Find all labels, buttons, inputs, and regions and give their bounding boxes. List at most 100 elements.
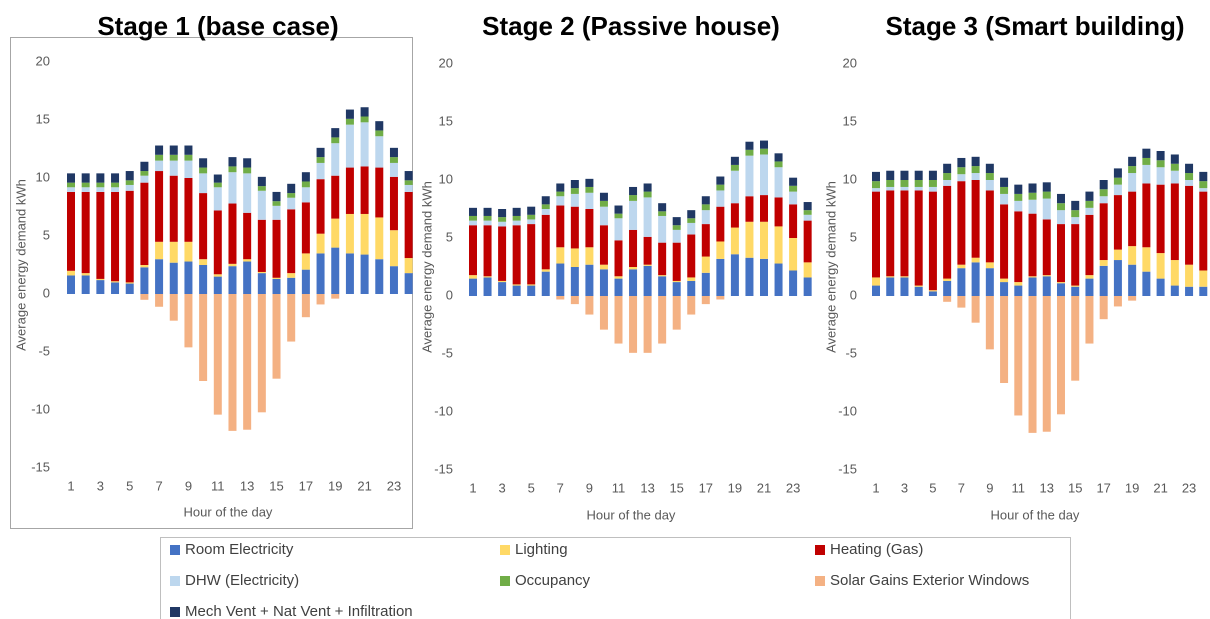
bar-segment — [169, 160, 178, 176]
bar-segment — [803, 277, 812, 296]
bar-segment — [658, 211, 667, 216]
bar-segment — [658, 203, 667, 212]
bar-segment — [96, 191, 105, 279]
bar-segment — [360, 107, 369, 117]
x-tick-label: 3 — [498, 480, 505, 495]
bar-segment — [213, 187, 222, 211]
bar-segment — [570, 248, 579, 267]
bar-segment — [404, 180, 413, 185]
bar-segment — [1071, 285, 1080, 287]
bar-segment — [1128, 296, 1137, 301]
bar-segment — [971, 156, 980, 167]
bar-segment — [512, 207, 521, 216]
bar-segment — [360, 254, 369, 294]
legend-swatch — [170, 576, 180, 586]
bar-segment — [316, 253, 325, 294]
bar-segment — [643, 191, 652, 198]
bar-segment — [886, 190, 895, 277]
bar-segment — [886, 277, 895, 296]
bar-segment — [169, 294, 178, 321]
bar-segment — [585, 178, 594, 187]
y-tick-label: 0 — [850, 287, 857, 302]
bar-segment — [155, 294, 164, 307]
bar-segment — [1113, 184, 1122, 196]
bar-segment — [155, 171, 164, 242]
bar-segment — [125, 171, 134, 181]
x-tick-label: 11 — [211, 478, 225, 493]
bar-segment — [199, 167, 208, 174]
bar-segment — [125, 283, 134, 294]
bar-segment — [184, 241, 193, 262]
bar-segment — [184, 145, 193, 155]
bar-segment — [1185, 180, 1194, 186]
bar-series: Occupancy — [872, 157, 1208, 218]
bar-segment — [375, 130, 384, 137]
bar-segment — [872, 188, 880, 192]
bar-segment — [169, 175, 178, 242]
bar-segment — [1128, 156, 1137, 167]
bar-segment — [643, 265, 652, 296]
bar-series: Solar Gains Exterior Windows — [556, 296, 725, 353]
y-tick-label: -15 — [31, 459, 50, 474]
x-tick-label: 5 — [528, 480, 535, 495]
y-tick-label: 0 — [43, 285, 50, 300]
bar-segment — [556, 247, 565, 264]
bar-segment — [541, 214, 550, 270]
bar-segment — [803, 202, 812, 211]
bar-segment — [701, 224, 710, 257]
bar-segment — [971, 166, 980, 174]
bar-segment — [272, 219, 281, 278]
x-tick-label: 3 — [901, 480, 908, 495]
bar-segment — [243, 173, 252, 213]
bar-segment — [228, 263, 237, 267]
bar-segment — [272, 277, 281, 279]
bar-segment — [872, 181, 880, 189]
bar-segment — [1014, 200, 1023, 212]
bar-segment — [599, 264, 608, 270]
bar-segment — [301, 294, 310, 318]
bar-segment — [687, 277, 696, 281]
bar-segment — [1056, 224, 1065, 283]
bar-segment — [556, 183, 565, 192]
bar-segment — [658, 296, 667, 344]
x-tick-label: 13 — [240, 478, 254, 493]
bar-segment — [541, 269, 550, 272]
bar-segment — [1156, 253, 1165, 279]
bar-segment — [316, 147, 325, 158]
bar-segment — [483, 207, 492, 216]
bar-segment — [760, 154, 768, 196]
bar-segment — [760, 221, 768, 259]
legend-swatch — [815, 545, 825, 555]
bar-segment — [527, 285, 536, 296]
bar-segment — [872, 277, 880, 286]
bar-segment — [81, 173, 90, 183]
bar-segment — [257, 190, 266, 220]
bar-segment — [1000, 186, 1009, 194]
bar-segment — [886, 180, 895, 187]
bar-segment — [96, 280, 105, 294]
bar-segment — [140, 171, 149, 176]
bar-segment — [789, 191, 798, 205]
bar-segment — [789, 204, 798, 238]
bar-segment — [1156, 184, 1165, 254]
bar-segment — [483, 276, 492, 278]
bar-segment — [199, 193, 208, 260]
bar-segment — [272, 278, 281, 294]
x-tick-label: 19 — [1125, 480, 1139, 495]
bar-segment — [1113, 195, 1122, 250]
bar-segment — [556, 263, 565, 296]
bar-segment — [585, 209, 594, 248]
x-tick-label: 13 — [1040, 480, 1054, 495]
bar-segment — [1014, 282, 1023, 286]
y-tick-label: 15 — [843, 113, 857, 128]
bar-segment — [272, 205, 281, 220]
bar-segment — [914, 286, 923, 296]
bar-segment — [1000, 204, 1009, 279]
bar-segment — [570, 180, 579, 189]
bar-segment — [745, 221, 754, 258]
bar-segment — [745, 196, 754, 222]
bar-segment — [469, 215, 477, 221]
bar-segment — [872, 191, 880, 278]
y-axis-label: Average energy demand kWh — [823, 181, 838, 353]
